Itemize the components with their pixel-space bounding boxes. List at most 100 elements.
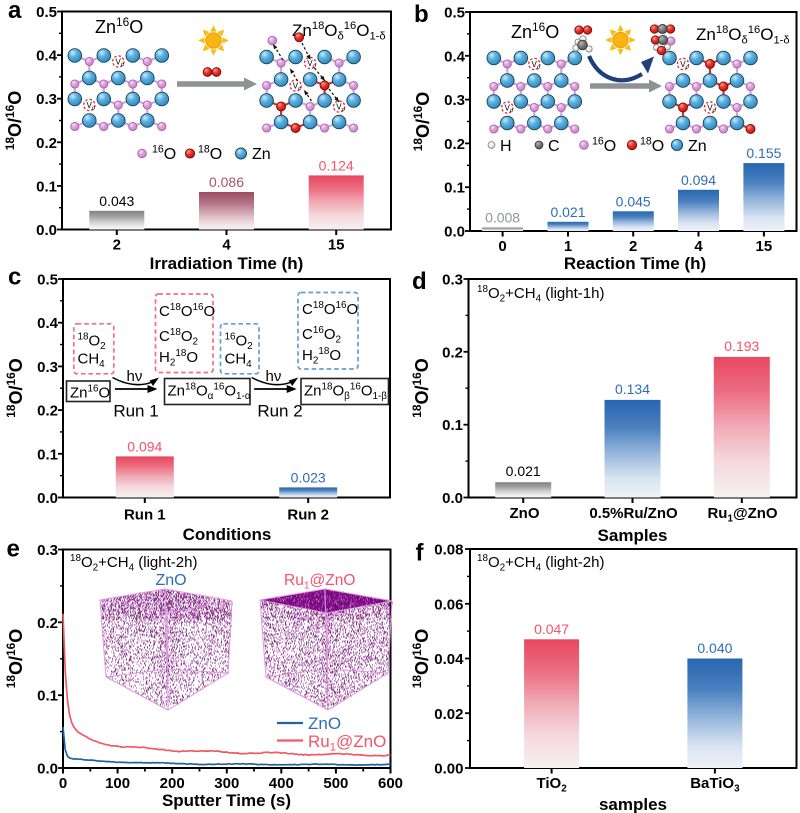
svg-text:16O: 16O (592, 136, 616, 155)
svg-text:16O: 16O (152, 144, 176, 163)
svg-text:ZnO: ZnO (510, 505, 540, 522)
svg-text:0.124: 0.124 (319, 157, 354, 173)
svg-text:15: 15 (328, 237, 345, 254)
svg-text:0.040: 0.040 (697, 640, 732, 656)
svg-text:0.094: 0.094 (681, 172, 716, 188)
svg-text:Zn: Zn (252, 146, 271, 163)
svg-text:0.021: 0.021 (506, 463, 541, 479)
svg-text:Vo: Vo (307, 59, 316, 70)
svg-text:Ru1@ZnO: Ru1@ZnO (308, 732, 386, 754)
svg-text:0.04: 0.04 (434, 651, 464, 668)
svg-text:4: 4 (694, 238, 703, 255)
svg-text:Zn18Oδ16O1-δ: Zn18Oδ16O1-δ (292, 20, 386, 43)
svg-text:0.155: 0.155 (746, 145, 781, 161)
svg-text:0.1: 0.1 (444, 180, 465, 197)
svg-text:0.008: 0.008 (485, 209, 520, 225)
svg-text:18O/16O: 18O/16O (4, 629, 26, 689)
svg-text:Conditions: Conditions (183, 525, 272, 544)
svg-text:ZnO: ZnO (155, 572, 186, 589)
svg-text:C: C (548, 138, 560, 155)
svg-text:0.045: 0.045 (616, 193, 651, 209)
svg-text:Reaction Time (h): Reaction Time (h) (564, 254, 706, 273)
svg-text:0.0: 0.0 (442, 490, 463, 507)
svg-text:Vo: Vo (293, 82, 302, 93)
svg-text:Zn16O: Zn16O (70, 384, 110, 402)
svg-text:0.5%Ru/ZnO: 0.5%Ru/ZnO (589, 505, 678, 522)
svg-text:Run 1: Run 1 (124, 507, 166, 524)
svg-text:Zn16O: Zn16O (511, 20, 559, 42)
svg-text:0.094: 0.094 (127, 438, 162, 454)
svg-text:Vo: Vo (532, 60, 541, 71)
svg-text:0.021: 0.021 (550, 204, 585, 220)
svg-text:d: d (412, 268, 427, 295)
svg-text:Vo: Vo (505, 104, 514, 115)
svg-text:Samples: Samples (598, 526, 668, 545)
svg-text:18O2+CH4 (light-1h): 18O2+CH4 (light-1h) (477, 284, 604, 304)
svg-text:Run 2: Run 2 (257, 402, 302, 421)
svg-text:Zn: Zn (688, 138, 707, 155)
svg-text:100: 100 (105, 775, 130, 792)
svg-text:0.4: 0.4 (37, 315, 59, 332)
svg-text:500: 500 (323, 775, 348, 792)
svg-text:600: 600 (378, 775, 403, 792)
svg-text:2: 2 (629, 238, 637, 255)
svg-text:0.0: 0.0 (36, 222, 57, 239)
svg-text:H218O: H218O (159, 348, 198, 368)
svg-text:0.3: 0.3 (444, 92, 465, 109)
svg-text:C18O16O: C18O16O (302, 300, 358, 318)
svg-text:Run 1: Run 1 (113, 402, 158, 421)
svg-text:0.0: 0.0 (444, 224, 465, 241)
svg-text:0: 0 (59, 775, 67, 792)
svg-text:f: f (416, 540, 425, 567)
svg-text:0.2: 0.2 (37, 403, 58, 420)
svg-text:H: H (500, 138, 512, 155)
svg-text:0.047: 0.047 (534, 621, 569, 637)
svg-text:0.086: 0.086 (209, 174, 244, 190)
svg-text:Vo: Vo (87, 101, 96, 112)
svg-text:0.5: 0.5 (37, 272, 58, 289)
svg-text:0.043: 0.043 (99, 193, 134, 209)
svg-text:18O: 18O (198, 144, 222, 163)
svg-text:2: 2 (113, 237, 121, 254)
svg-text:Vo: Vo (116, 58, 125, 69)
svg-text:18O/16O: 18O/16O (410, 358, 432, 418)
svg-text:Zn18Oδ16O1-δ: Zn18Oδ16O1-δ (696, 24, 790, 47)
svg-text:0.3: 0.3 (36, 91, 57, 108)
svg-text:Sputter Time (s): Sputter Time (s) (162, 791, 291, 810)
svg-text:ZnO: ZnO (308, 714, 341, 733)
svg-text:Vo: Vo (680, 60, 689, 71)
svg-text:0.0: 0.0 (37, 761, 58, 778)
svg-text:0.3: 0.3 (37, 359, 58, 376)
svg-text:18O2: 18O2 (78, 332, 106, 352)
svg-text:C18O16O: C18O16O (159, 302, 215, 320)
svg-text:CH4: CH4 (225, 351, 253, 370)
svg-text:0.5: 0.5 (444, 5, 465, 22)
svg-text:Vo: Vo (336, 103, 345, 114)
svg-text:0.1: 0.1 (36, 178, 57, 195)
svg-text:Zn16O: Zn16O (95, 15, 143, 37)
svg-text:0.4: 0.4 (36, 48, 58, 65)
svg-text:0.1: 0.1 (37, 688, 58, 705)
svg-text:hν: hν (266, 368, 282, 385)
svg-text:1: 1 (564, 238, 572, 255)
svg-text:300: 300 (214, 775, 239, 792)
svg-text:C16O2: C16O2 (302, 325, 341, 345)
svg-text:0.4: 0.4 (444, 48, 466, 65)
svg-text:b: b (414, 1, 429, 28)
svg-text:a: a (8, 0, 22, 24)
svg-text:15: 15 (756, 238, 773, 255)
svg-text:H218O: H218O (302, 346, 341, 366)
svg-text:0.023: 0.023 (291, 469, 326, 485)
svg-text:0.3: 0.3 (442, 272, 463, 289)
svg-text:hν: hν (127, 368, 143, 385)
svg-text:e: e (7, 536, 20, 563)
svg-text:0.2: 0.2 (444, 136, 465, 153)
svg-text:0.08: 0.08 (434, 542, 463, 559)
svg-text:0.2: 0.2 (36, 135, 57, 152)
svg-text:0: 0 (498, 238, 506, 255)
svg-text:4: 4 (222, 237, 231, 254)
svg-text:18O2+CH4 (light-2h): 18O2+CH4 (light-2h) (477, 553, 604, 573)
svg-text:0.5: 0.5 (36, 4, 57, 21)
svg-text:CH4: CH4 (78, 351, 106, 370)
svg-text:Vo: Vo (707, 104, 716, 115)
